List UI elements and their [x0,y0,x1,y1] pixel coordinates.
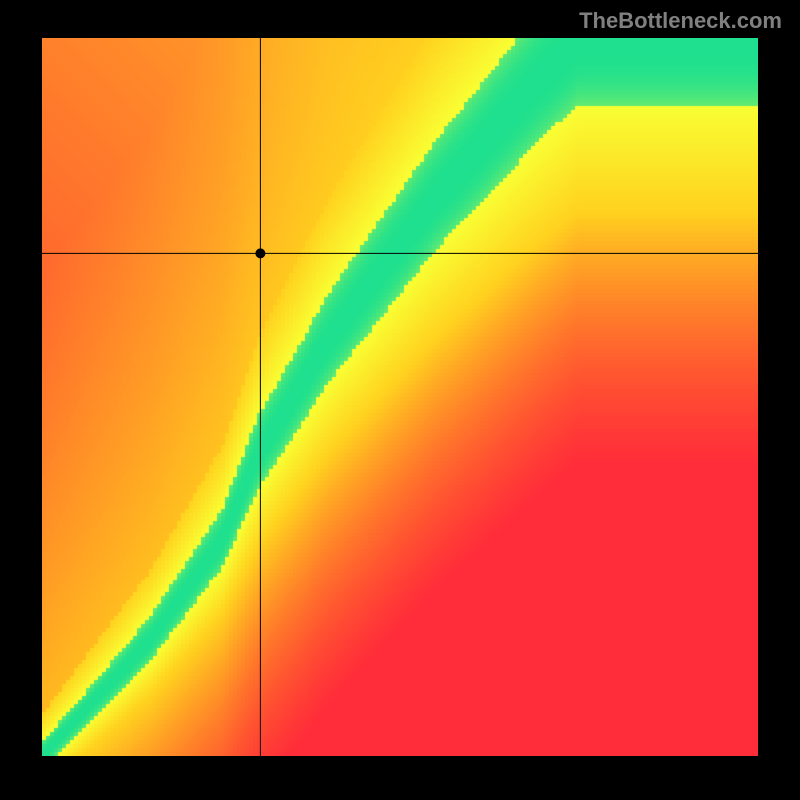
watermark-text: TheBottleneck.com [579,8,782,34]
crosshair-overlay [0,0,800,800]
chart-container: TheBottleneck.com [0,0,800,800]
